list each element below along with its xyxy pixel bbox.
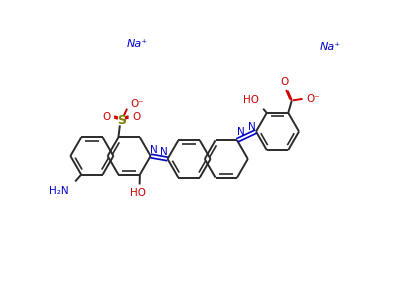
Text: N: N	[150, 145, 158, 155]
Text: N: N	[248, 122, 256, 132]
Text: HO: HO	[243, 95, 259, 105]
Text: HO: HO	[130, 188, 146, 198]
Text: O⁻: O⁻	[131, 99, 144, 109]
Text: S: S	[117, 113, 126, 127]
Text: Na⁺: Na⁺	[319, 42, 340, 52]
Text: H₂N: H₂N	[49, 186, 69, 196]
Text: N: N	[237, 127, 245, 137]
Text: N: N	[160, 147, 168, 157]
Text: Na⁺: Na⁺	[127, 39, 148, 49]
Text: O⁻: O⁻	[306, 94, 320, 104]
Text: O: O	[102, 112, 111, 122]
Text: O: O	[132, 112, 140, 122]
Text: O: O	[281, 76, 289, 87]
